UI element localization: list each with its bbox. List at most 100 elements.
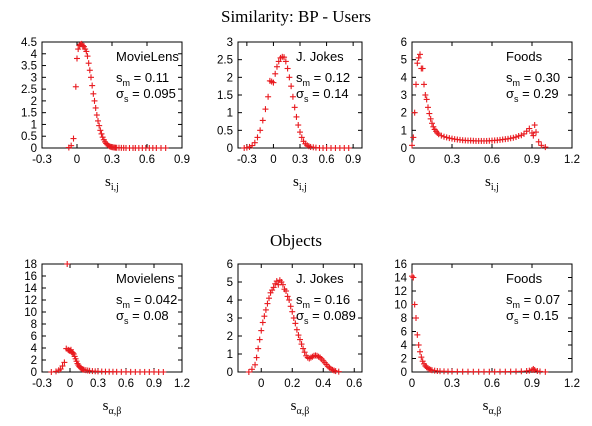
data-point	[89, 82, 96, 89]
data-point	[70, 135, 77, 142]
data-point	[513, 134, 519, 141]
data-point	[345, 145, 352, 151]
data-point	[99, 134, 106, 141]
data-point	[410, 274, 417, 281]
y-tick-label: 1	[227, 349, 233, 361]
y-tick-label: 4	[31, 343, 38, 355]
data-point	[295, 122, 302, 129]
y-tick-label: 16	[24, 271, 37, 283]
x-tick-label: -0.3	[32, 154, 52, 166]
x-tick-label: 1.2	[564, 154, 580, 166]
data-point	[518, 368, 525, 375]
data-point	[264, 300, 271, 307]
data-point	[297, 129, 303, 136]
data-point	[459, 368, 466, 375]
data-point	[290, 315, 297, 321]
x-axis-label: sα,β	[291, 398, 310, 417]
data-point	[426, 366, 433, 373]
y-tick-label: 2	[401, 354, 407, 366]
data-point	[531, 122, 538, 129]
x-tick-label: 0.3	[444, 378, 460, 390]
data-point	[293, 113, 300, 120]
y-tick-label: 10	[394, 300, 407, 312]
x-tick-label: 0.9	[345, 154, 361, 166]
y-tick-label: 5	[401, 55, 407, 67]
data-point	[84, 53, 91, 60]
y-tick-label: 8	[401, 313, 407, 325]
mean-stat: sm = 0.11	[116, 70, 169, 88]
data-point	[426, 110, 433, 117]
data-point	[515, 132, 522, 139]
mean-value: = 0.12	[310, 70, 350, 85]
x-tick-label: 0.6	[118, 378, 134, 390]
mean-value: = 0.11	[130, 70, 169, 85]
data-point	[286, 297, 293, 303]
data-point	[287, 303, 294, 310]
y-tick-label: 6	[227, 259, 233, 271]
std-stat: σs = 0.095	[116, 86, 176, 104]
mean-stat: sm = 0.30	[506, 70, 560, 88]
y-tick-label: 6	[401, 37, 407, 49]
data-point	[98, 130, 105, 137]
data-point	[293, 326, 300, 333]
std-value: = 0.095	[129, 86, 176, 101]
data-point	[430, 123, 437, 130]
data-point	[529, 129, 535, 136]
data-point	[265, 93, 272, 100]
data-point	[88, 74, 94, 81]
y-tick-label: 2.5	[21, 84, 37, 96]
data-point	[68, 142, 75, 149]
data-point	[281, 54, 288, 61]
y-tick-label: 8	[31, 319, 37, 331]
data-point	[259, 117, 266, 124]
y-tick-label: 1	[401, 125, 407, 137]
y-tick-label: 3	[227, 313, 233, 325]
x-tick-label: 0.9	[174, 154, 190, 166]
y-tick-label: 14	[394, 273, 407, 285]
dataset-label: Foods	[506, 49, 543, 64]
data-point	[259, 319, 266, 326]
std-stat: σs = 0.15	[506, 308, 559, 326]
data-point	[425, 104, 431, 111]
data-point	[95, 117, 101, 124]
data-point	[301, 349, 308, 356]
std-stat: σs = 0.14	[296, 86, 349, 104]
mean-stat: sm = 0.07	[506, 292, 560, 310]
data-point	[257, 127, 264, 134]
data-point	[297, 336, 303, 343]
data-point	[295, 332, 302, 339]
x-axis-label: si,j	[293, 174, 307, 193]
data-point	[410, 134, 417, 141]
x-tick-label: 0	[270, 154, 276, 166]
y-tick-label: 0	[31, 143, 37, 155]
data-point	[441, 133, 447, 140]
data-point	[72, 83, 79, 90]
data-point	[526, 125, 533, 132]
std-value: = 0.08	[129, 308, 169, 323]
x-tick-label: 0	[258, 378, 264, 390]
data-point	[253, 354, 260, 361]
y-tick-label: 16	[394, 259, 407, 271]
mean-value: = 0.16	[310, 292, 350, 307]
mean-value: = 0.30	[520, 70, 560, 85]
data-point	[533, 129, 539, 136]
panels: -0.3 0 0.3 0.6 0.900.511.522.533.544.5MovieL…	[21, 37, 580, 417]
data-point	[59, 363, 66, 369]
y-tick-label: 4	[401, 72, 408, 84]
data-point	[409, 273, 415, 280]
data-point	[273, 278, 280, 285]
data-point	[417, 348, 423, 355]
y-tick-label: 3	[401, 90, 407, 102]
y-tick-label: 3	[227, 37, 233, 49]
data-point	[286, 74, 293, 81]
x-tick-label: 0.6	[139, 154, 155, 166]
data-point	[85, 60, 92, 67]
data-point	[69, 349, 76, 356]
x-tick-label: 0.3	[90, 378, 106, 390]
data-point	[465, 368, 471, 375]
data-point	[415, 54, 422, 61]
y-tick-label: 14	[24, 283, 37, 295]
dataset-label: Foods	[506, 271, 543, 286]
